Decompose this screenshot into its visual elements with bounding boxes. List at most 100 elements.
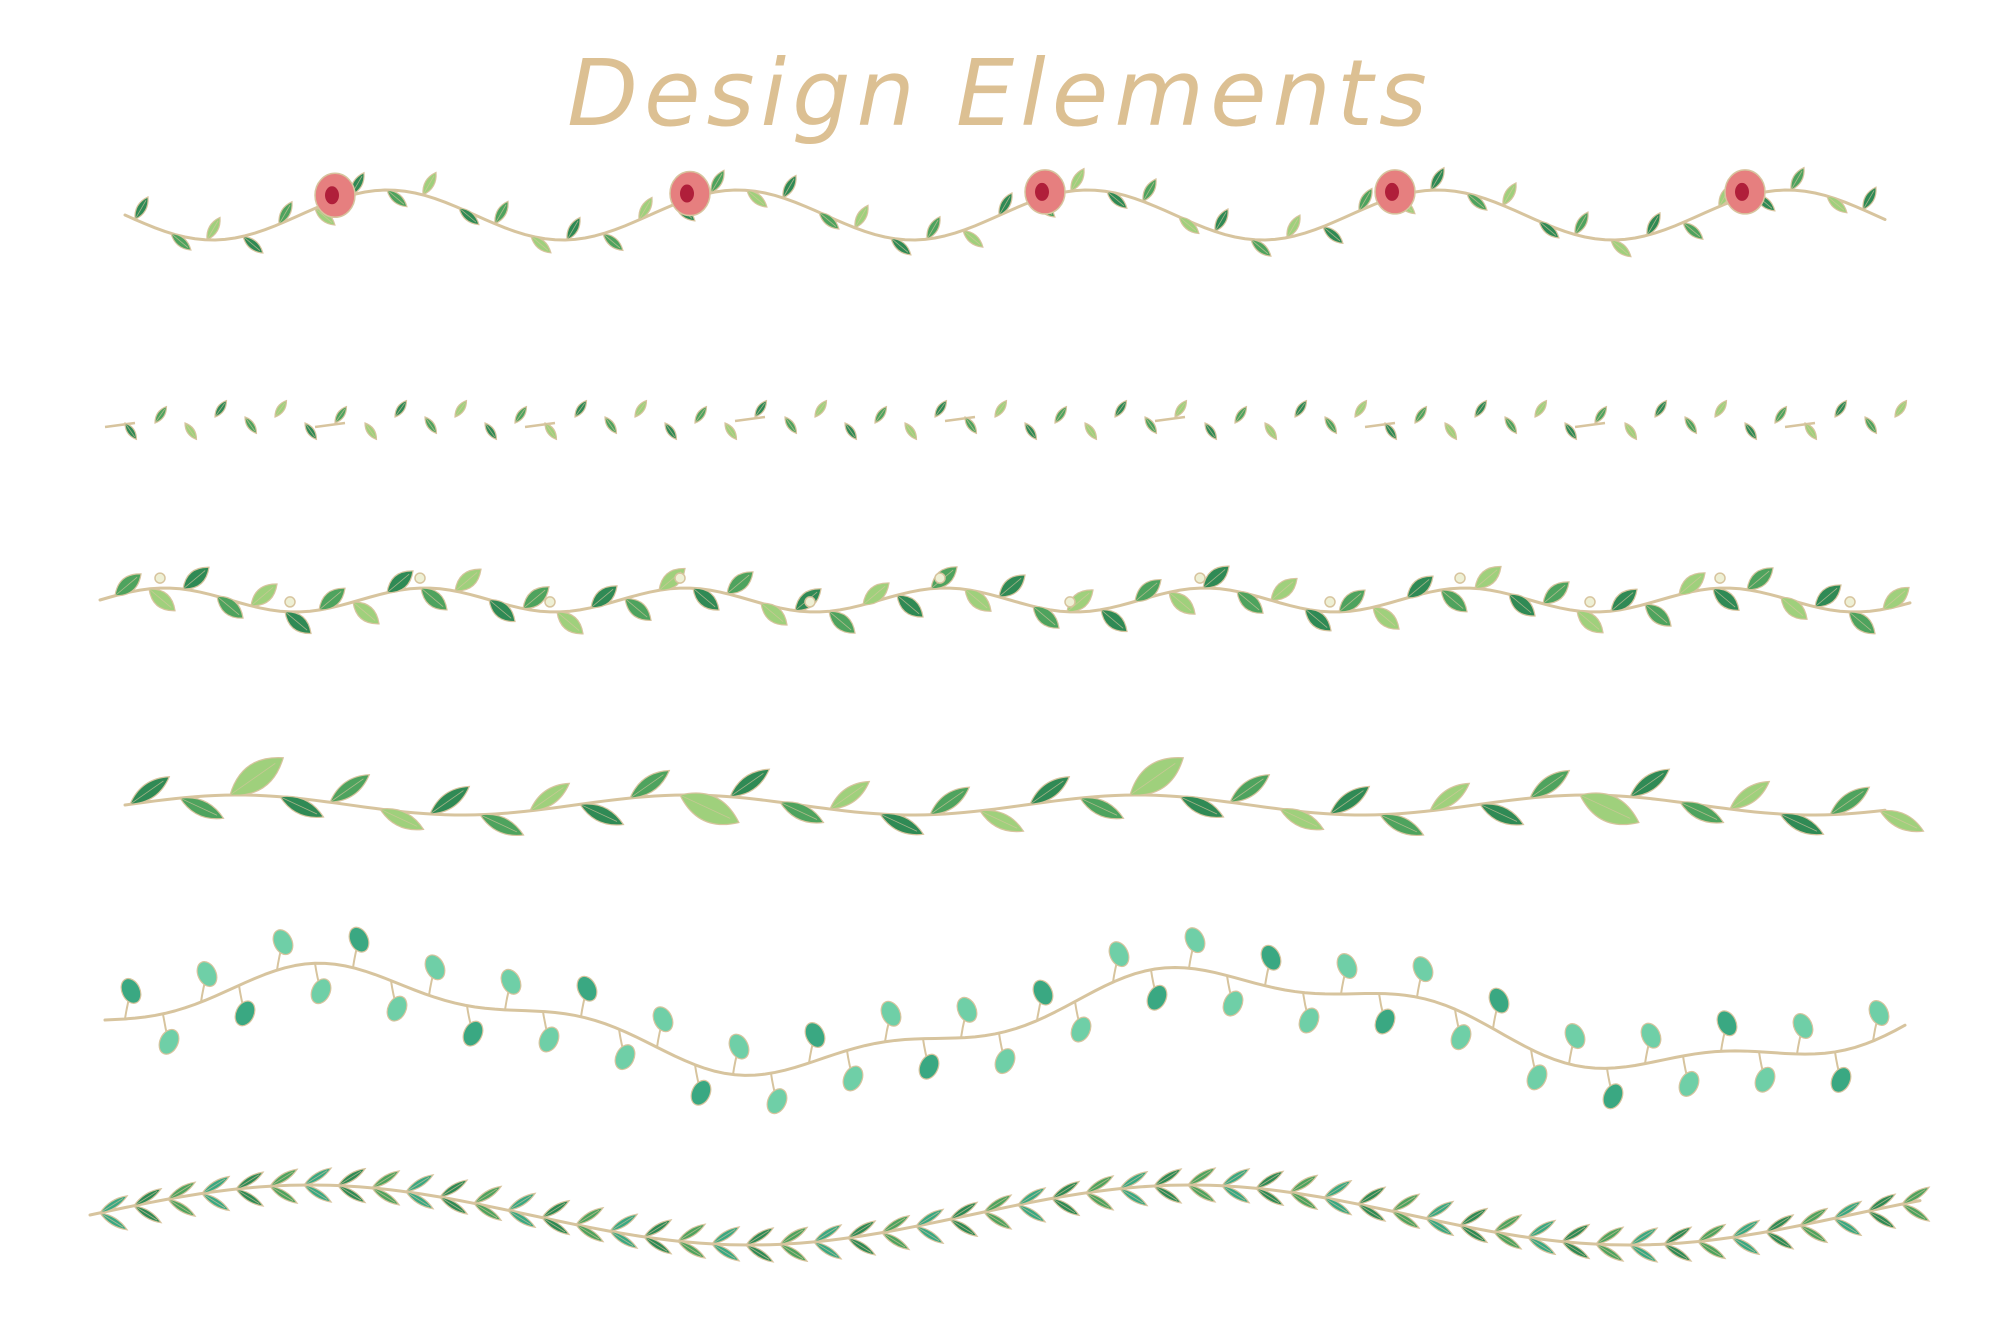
- vine-stem: [1364, 421, 1396, 429]
- leaf-vein: [1357, 1203, 1382, 1219]
- bud-leaf: [804, 1022, 826, 1048]
- bud-leaf: [918, 1053, 940, 1080]
- bud-leaf: [1868, 1000, 1890, 1026]
- leaf-vein: [1879, 810, 1918, 829]
- rosebud-center: [1035, 182, 1049, 201]
- leaf-vein: [1440, 589, 1464, 609]
- rosebud-vine-border: [123, 166, 1887, 258]
- leaf-vein: [1153, 1171, 1178, 1187]
- leaf-vein: [726, 574, 750, 594]
- bud-leaf: [1792, 1013, 1814, 1039]
- bud-leaf: [1146, 984, 1168, 1011]
- leaf-vein: [514, 408, 526, 424]
- leaf-vein: [692, 587, 716, 608]
- leaf-vein: [1729, 785, 1764, 810]
- leaf-vein: [279, 796, 318, 815]
- leaf-vein: [1867, 1196, 1892, 1212]
- leaf-vein: [1324, 416, 1336, 432]
- leaf-vein: [405, 1177, 430, 1193]
- leaf-vein: [904, 422, 916, 438]
- berry-dot: [1584, 596, 1596, 608]
- leaf-vein: [915, 1225, 940, 1242]
- leaf-vein: [934, 402, 946, 418]
- leaf-vein: [813, 1241, 838, 1257]
- leaf-vein: [711, 1229, 736, 1245]
- leaf-vein: [1129, 763, 1176, 796]
- vine-stem: [1154, 415, 1186, 423]
- berry-dot: [1194, 572, 1206, 584]
- leaf-vein: [1264, 422, 1276, 438]
- leaf-vein: [1527, 1222, 1552, 1238]
- leaf-vein: [394, 402, 406, 418]
- bud-leaf: [234, 1000, 256, 1027]
- leaf-vein: [609, 1216, 634, 1232]
- leaf-vein: [983, 1197, 1008, 1213]
- vine-stem: [88, 1183, 1922, 1247]
- leaf-vein: [284, 611, 308, 631]
- bud-leaf: [500, 968, 522, 995]
- bud-leaf: [728, 1033, 750, 1060]
- round-leaf-border: [98, 565, 1912, 635]
- leaf-vein: [1834, 402, 1846, 418]
- bud-leaf: [1298, 1007, 1320, 1034]
- leaf-vein: [1595, 1243, 1620, 1259]
- berry-dot: [1324, 596, 1336, 608]
- leaf-vein: [1100, 609, 1124, 629]
- leaf-vein: [1595, 1229, 1620, 1245]
- leaf-vein: [529, 787, 564, 812]
- berry-dot: [284, 596, 296, 608]
- leaf-vein: [664, 422, 676, 438]
- leaf-vein: [1029, 780, 1064, 805]
- leaf-vein: [1459, 1210, 1484, 1226]
- leaf-vein: [784, 416, 796, 432]
- leaf-vein: [99, 1198, 124, 1214]
- leaf-vein: [1765, 1231, 1790, 1247]
- leaf-vein: [779, 801, 818, 820]
- leaf-vein: [1085, 1178, 1110, 1194]
- leaf-vein: [638, 200, 651, 221]
- leaf-vein: [1134, 582, 1158, 602]
- leaf-vein: [1358, 191, 1371, 212]
- leaf-vein: [634, 402, 646, 418]
- leaf-vein: [1529, 774, 1564, 799]
- leaf-vein: [1493, 1217, 1518, 1233]
- leaf-vein: [1384, 422, 1396, 438]
- leaf-vein: [184, 422, 196, 438]
- leaf-vein: [1561, 1226, 1586, 1242]
- leaf-vein: [1391, 1196, 1416, 1212]
- bud-leaf: [842, 1065, 864, 1092]
- leaf-vein: [544, 422, 556, 438]
- leaf-vein: [1114, 402, 1126, 418]
- leaf-vein: [454, 402, 466, 418]
- leaf-vein: [643, 1236, 668, 1252]
- leaf-vein: [962, 230, 981, 245]
- leaf-vein: [1542, 584, 1566, 605]
- leaf-vein: [1765, 1217, 1790, 1233]
- leaf-vein: [1168, 591, 1192, 612]
- leaf-vein: [1204, 422, 1216, 438]
- leaf-vein: [507, 1195, 532, 1211]
- leaf-vein: [1746, 570, 1770, 590]
- rosebud-center: [1385, 182, 1399, 201]
- leaf-vein: [964, 589, 988, 609]
- bud-leaf: [1412, 956, 1434, 983]
- leaf-vein: [1829, 790, 1864, 816]
- berry-dot: [1064, 596, 1076, 608]
- leaf-vein: [710, 173, 723, 193]
- leaf-vein: [890, 237, 909, 253]
- leaf-vein: [479, 814, 518, 833]
- leaf-vein: [1430, 170, 1443, 191]
- bud-leaf: [880, 1000, 902, 1027]
- leaf-vein: [881, 1217, 906, 1233]
- rosebud-center: [325, 186, 339, 205]
- leaf-vein: [949, 1204, 974, 1220]
- leaf-vein: [1214, 212, 1227, 232]
- leaf-vein: [530, 235, 549, 251]
- leaf-vein: [494, 204, 507, 224]
- rosebud-center: [1735, 182, 1749, 201]
- leaf-vein: [814, 402, 826, 418]
- leaf-vein: [862, 585, 886, 606]
- leaf-vein: [983, 1211, 1008, 1227]
- leaf-vein: [352, 601, 376, 621]
